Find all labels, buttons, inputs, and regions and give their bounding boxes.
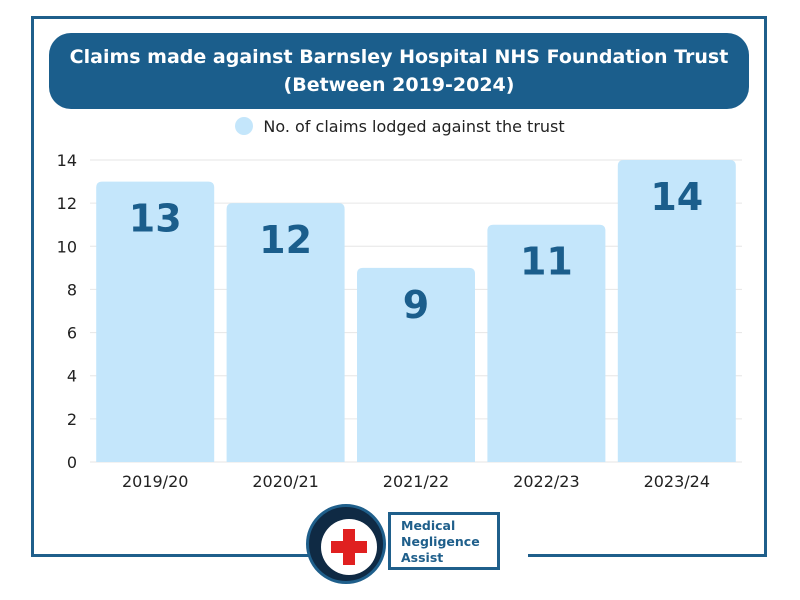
bar-2021/22 — [357, 267, 475, 462]
frame-bottom-right-border — [528, 554, 767, 557]
medical-cross-icon-bar — [331, 541, 367, 553]
y-tick-label: 2 — [67, 410, 77, 429]
frame-top-border — [31, 16, 767, 19]
x-tick-label: 2022/23 — [513, 472, 579, 491]
y-tick-label: 6 — [67, 324, 77, 343]
logo-wordmark: Medical Negligence Assist — [388, 512, 500, 570]
data-label: 12 — [259, 218, 312, 262]
chart-legend: No. of claims lodged against the trust — [0, 114, 800, 138]
data-label: 14 — [650, 175, 703, 219]
frame-left-border — [31, 16, 34, 557]
frame-bottom-left-border — [31, 554, 311, 557]
y-tick-label: 0 — [67, 453, 77, 472]
data-label: 9 — [403, 283, 429, 327]
x-tick-label: 2023/24 — [644, 472, 710, 491]
data-label: 13 — [129, 197, 182, 241]
y-tick-label: 4 — [67, 367, 77, 386]
logo-line-1: Medical — [401, 518, 456, 533]
logo-line-2: Negligence — [401, 534, 480, 549]
y-tick-label: 12 — [57, 194, 77, 213]
y-tick-label: 10 — [57, 237, 77, 256]
chart-title-banner: Claims made against Barnsley Hospital NH… — [49, 33, 749, 109]
y-tick-label: 8 — [67, 280, 77, 299]
y-tick-label: 14 — [57, 151, 77, 170]
medical-negligence-assist-logo: Medical Negligence Assist — [306, 504, 502, 588]
bar-2022/23 — [487, 224, 606, 462]
frame-right-border — [764, 16, 767, 557]
data-label: 11 — [520, 240, 573, 284]
bar-2023/24 — [617, 160, 736, 462]
logo-line-3: Assist — [401, 550, 444, 565]
logo-badge — [306, 504, 386, 584]
chart-subtitle: (Between 2019-2024) — [283, 74, 515, 96]
legend-label: No. of claims lodged against the trust — [263, 116, 565, 136]
bar-2020/21 — [226, 203, 345, 462]
x-tick-label: 2020/21 — [252, 472, 318, 491]
bar-2019/20 — [96, 181, 215, 463]
chart-title: Claims made against Barnsley Hospital NH… — [69, 46, 729, 68]
x-tick-label: 2021/22 — [383, 472, 449, 491]
x-tick-label: 2019/20 — [122, 472, 188, 491]
logo-inner-circle — [321, 519, 377, 575]
legend-swatch — [235, 117, 254, 135]
